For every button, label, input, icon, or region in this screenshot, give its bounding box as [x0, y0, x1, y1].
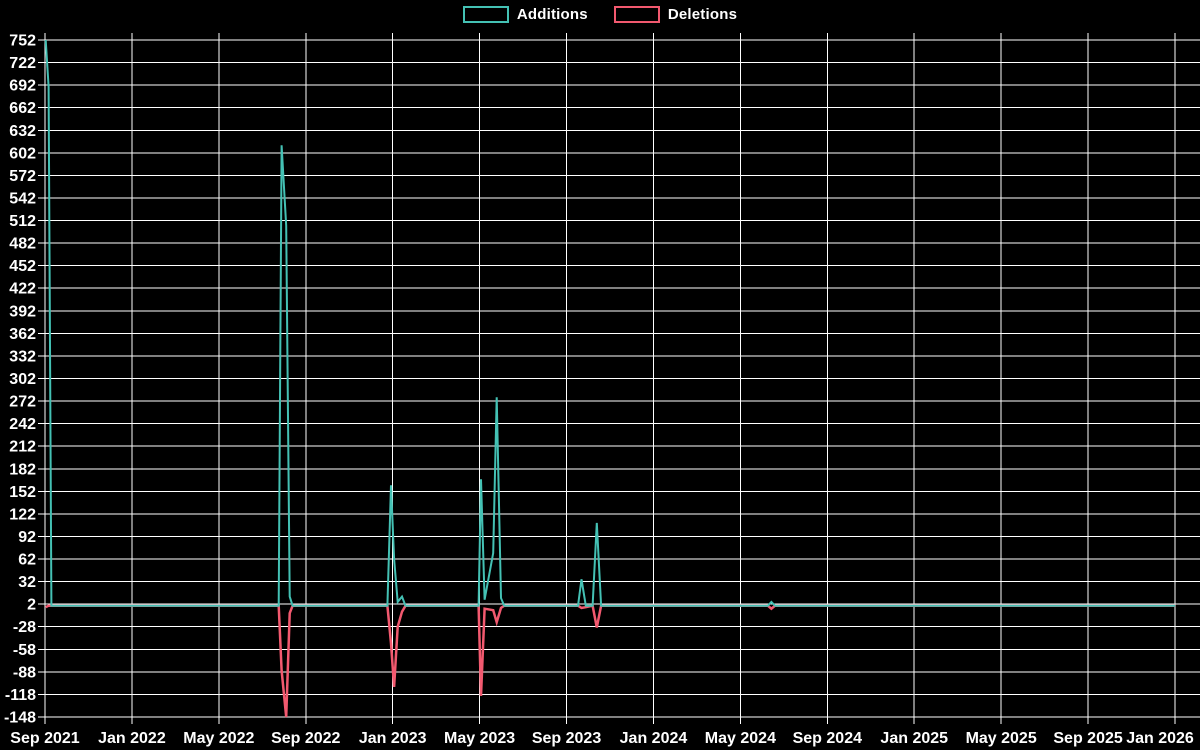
- y-tick-label: 482: [9, 236, 36, 253]
- y-tick-label: 452: [9, 258, 36, 275]
- x-tick-label: May 2022: [183, 730, 254, 747]
- y-axis-labels: 752 722 692 662 632 602 572 542 512 482 452 422 392 3…: [4, 33, 36, 727]
- y-tick-label: 272: [9, 394, 36, 411]
- x-tick-label: Jan 2026: [1126, 730, 1194, 747]
- y-tick-label: 422: [9, 281, 36, 298]
- y-tick-label: -118: [5, 687, 36, 704]
- y-tick-label: 62: [18, 552, 36, 569]
- x-tick-label: May 2025: [966, 730, 1037, 747]
- y-tick-label: 92: [18, 529, 36, 546]
- legend-item-additions: Additions: [462, 6, 588, 23]
- y-tick-label: 752: [9, 33, 36, 50]
- additions-line: [44, 39, 1175, 607]
- x-tick-label: May 2023: [444, 730, 515, 747]
- y-tick-label: 692: [9, 78, 36, 95]
- y-tick-label: 152: [9, 484, 36, 501]
- y-tick-label: 722: [9, 55, 36, 72]
- x-tick-label: Sep 2022: [271, 730, 340, 747]
- y-tick-label: 572: [9, 168, 36, 185]
- y-tick-label: 302: [9, 371, 36, 388]
- y-tick-label: 542: [9, 190, 36, 207]
- y-tick-label: 242: [9, 416, 36, 433]
- y-tick-label: 182: [9, 461, 36, 478]
- y-tick-label: 362: [9, 326, 36, 343]
- y-tick-label: 2: [27, 597, 36, 614]
- x-tick-label: May 2024: [705, 730, 776, 747]
- x-axis-labels: Sep 2021 Jan 2022 May 2022 Sep 2022 Jan 2023…: [10, 730, 1194, 747]
- y-gridlines: [38, 39, 1200, 718]
- deletions-swatch-icon: [613, 6, 660, 23]
- y-tick-label: -58: [13, 642, 36, 659]
- x-tick-label: Jan 2023: [359, 730, 427, 747]
- x-tick-label: Jan 2022: [98, 730, 166, 747]
- legend-item-deletions: Deletions: [613, 6, 738, 23]
- x-tick-label: Sep 2024: [793, 730, 862, 747]
- y-tick-label: -88: [13, 664, 36, 681]
- x-tick-label: Sep 2023: [532, 730, 601, 747]
- additions-swatch-icon: [462, 6, 509, 23]
- y-tick-label: 32: [18, 574, 36, 591]
- y-tick-label: 122: [9, 506, 36, 523]
- legend: Additions Deletions: [0, 6, 1200, 23]
- deletions-line: [45, 604, 1175, 718]
- y-tick-label: 512: [9, 213, 36, 230]
- x-tick-label: Jan 2025: [880, 730, 948, 747]
- y-tick-label: 602: [9, 145, 36, 162]
- additions-legend-label: Additions: [516, 6, 588, 23]
- x-tick-label: Sep 2025: [1053, 730, 1122, 747]
- deletions-legend-label: Deletions: [667, 6, 738, 23]
- y-tick-label: 392: [9, 303, 36, 320]
- x-gridlines: [44, 33, 1176, 724]
- y-tick-label: 632: [9, 123, 36, 140]
- y-tick-label: 332: [9, 348, 36, 365]
- y-tick-label: 662: [9, 100, 36, 117]
- x-tick-label: Sep 2021: [10, 730, 79, 747]
- y-tick-label: -148: [4, 710, 36, 727]
- y-tick-label: -28: [13, 619, 36, 636]
- y-tick-label: 212: [9, 439, 36, 456]
- x-tick-label: Jan 2024: [620, 730, 688, 747]
